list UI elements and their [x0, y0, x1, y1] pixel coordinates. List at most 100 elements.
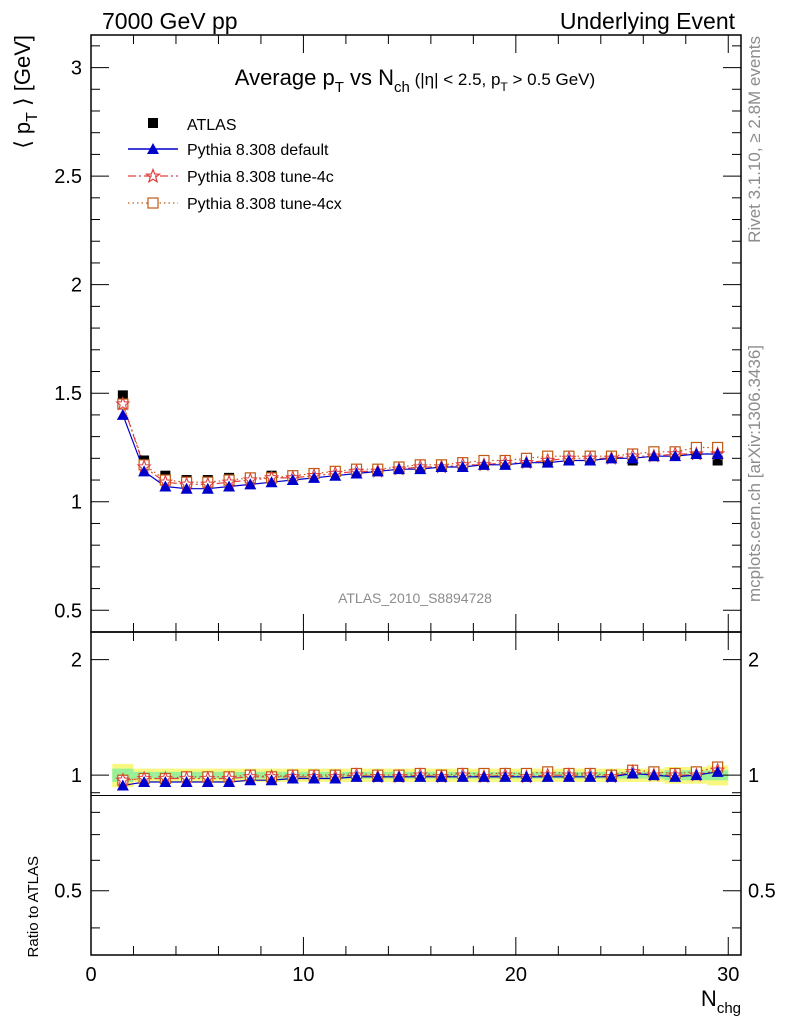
main-point-default — [180, 482, 193, 494]
ratio-point-default — [605, 770, 618, 782]
main-point-default — [116, 408, 129, 420]
ratio-point-default — [180, 775, 193, 787]
ratio-x-ticks: 0 10 20 30 — [85, 632, 739, 986]
main-point-default — [329, 469, 342, 481]
main-panel: 0.5 1 1.5 2 2.5 3 Average pT vs Nch (|η| < 2.… — [10, 34, 742, 633]
main-point-atlas — [712, 455, 723, 466]
main-y-tick-label: 1.5 — [54, 383, 82, 405]
ratio-point-default — [584, 770, 597, 782]
ratio-point-default — [286, 772, 299, 784]
ratio-y-tick-label: 0.5 — [54, 881, 82, 903]
x-tick-label: 10 — [292, 964, 314, 986]
ratio-point-default — [265, 774, 278, 786]
main-point-default — [393, 463, 406, 475]
legend-marker-default — [147, 143, 159, 154]
ratio-point-default — [223, 775, 236, 787]
analysis-watermark: ATLAS_2010_S8894728 — [338, 590, 492, 606]
ratio-point-default — [116, 779, 129, 791]
main-point-default — [669, 450, 682, 462]
legend-label-tune4cx: Pythia 8.308 tune-4cx — [187, 196, 342, 213]
main-point-default — [371, 465, 384, 477]
ratio-point-default — [562, 770, 575, 782]
ratio-point-default — [541, 770, 554, 782]
main-line-tune4cx — [122, 403, 718, 483]
legend-item-tune4cx: Pythia 8.308 tune-4cx — [128, 196, 342, 213]
ratio-point-default — [647, 769, 660, 781]
main-point-default — [520, 456, 533, 468]
ratio-point-default — [711, 765, 724, 777]
ratio-point-default — [393, 770, 406, 782]
ratio-point-default — [350, 770, 363, 782]
main-x-ticks — [90, 35, 729, 632]
header-right: Underlying Event — [560, 8, 736, 34]
main-point-default — [626, 452, 639, 464]
legend-item-default: Pythia 8.308 default — [128, 142, 329, 159]
side-text-bottom: mcplots.cern.ch [arXiv:1306.3436] — [745, 345, 764, 602]
ratio-point-default — [435, 770, 448, 782]
legend-item-tune4c: Pythia 8.308 tune-4c — [128, 167, 334, 186]
main-y-label: ⟨ pT ⟩ [GeV] — [10, 35, 41, 149]
ratio-point-default — [329, 772, 342, 784]
legend-label-tune4c: Pythia 8.308 tune-4c — [187, 169, 334, 186]
main-point-default — [286, 474, 299, 486]
main-y-tick-label: 2 — [71, 275, 82, 297]
ratio-y-ticks: 0.5 0.5 1 1 2 2 — [54, 650, 776, 929]
legend-label-default: Pythia 8.308 default — [187, 142, 329, 159]
legend-item-atlas: ATLAS — [148, 117, 237, 134]
legend-marker-tune4cx — [147, 197, 159, 209]
main-point-default — [159, 480, 172, 492]
main-point-default — [690, 447, 703, 459]
main-point-default — [350, 467, 363, 479]
main-point-atlas — [117, 390, 128, 401]
main-y-tick-label: 0.5 — [54, 600, 82, 622]
main-point-default — [647, 450, 660, 462]
ratio-point-default — [201, 775, 214, 787]
x-axis-label: Nchg — [701, 986, 741, 1017]
side-text-top: Rivet 3.1.10, ≥ 2.8M events — [745, 36, 764, 243]
ratio-panel: 0.5 0.5 1 1 2 2 0 10 20 30 Ratio to ATLAS Nchg — [25, 631, 776, 1017]
main-y-tick-label: 3 — [71, 58, 82, 80]
main-y-tick-label: 2.5 — [54, 166, 82, 188]
ratio-point-default — [499, 770, 512, 782]
main-point-default — [477, 458, 490, 470]
ratio-y-tick-label-right: 1 — [748, 765, 759, 787]
ratio-y-tick-label-right: 2 — [748, 650, 759, 672]
main-point-default — [711, 447, 724, 459]
ratio-series — [115, 761, 726, 791]
main-point-default — [265, 476, 278, 488]
ratio-y-tick-label-right: 0.5 — [748, 881, 776, 903]
main-title: Average pT vs Nch (|η| < 2.5, pT > 0.5 G… — [235, 65, 595, 96]
ratio-point-default — [138, 775, 151, 787]
main-point-tune4c — [115, 396, 131, 411]
ratio-point-default — [371, 770, 384, 782]
ratio-point-default — [520, 770, 533, 782]
ratio-y-label: Ratio to ATLAS — [25, 856, 42, 957]
legend-marker-tune4c — [144, 167, 162, 184]
legend-label-atlas: ATLAS — [187, 117, 237, 134]
main-point-default — [562, 454, 575, 466]
ratio-plot-frame — [90, 631, 742, 956]
x-tick-label: 0 — [85, 964, 96, 986]
main-y-tick-label: 1 — [71, 492, 82, 514]
main-point-default — [223, 480, 236, 492]
main-series — [115, 390, 726, 494]
ratio-y-tick-label: 2 — [71, 650, 82, 672]
header-left: 7000 GeV pp — [102, 8, 238, 34]
main-y-ticks: 0.5 1 1.5 2 2.5 3 — [54, 45, 741, 633]
ratio-point-default — [669, 770, 682, 782]
ratio-point-default — [456, 770, 469, 782]
ratio-point-default — [626, 767, 639, 779]
main-point-default — [308, 471, 321, 483]
main-point-default — [138, 465, 151, 477]
ratio-point-default — [308, 772, 321, 784]
ratio-y-tick-label: 1 — [71, 765, 82, 787]
ratio-point-default — [690, 769, 703, 781]
main-point-default — [435, 461, 448, 473]
x-tick-label: 30 — [717, 964, 739, 986]
ratio-point-default — [414, 770, 427, 782]
main-point-default — [499, 458, 512, 470]
main-point-default — [584, 454, 597, 466]
main-point-default — [201, 482, 214, 494]
main-point-default — [244, 478, 257, 490]
